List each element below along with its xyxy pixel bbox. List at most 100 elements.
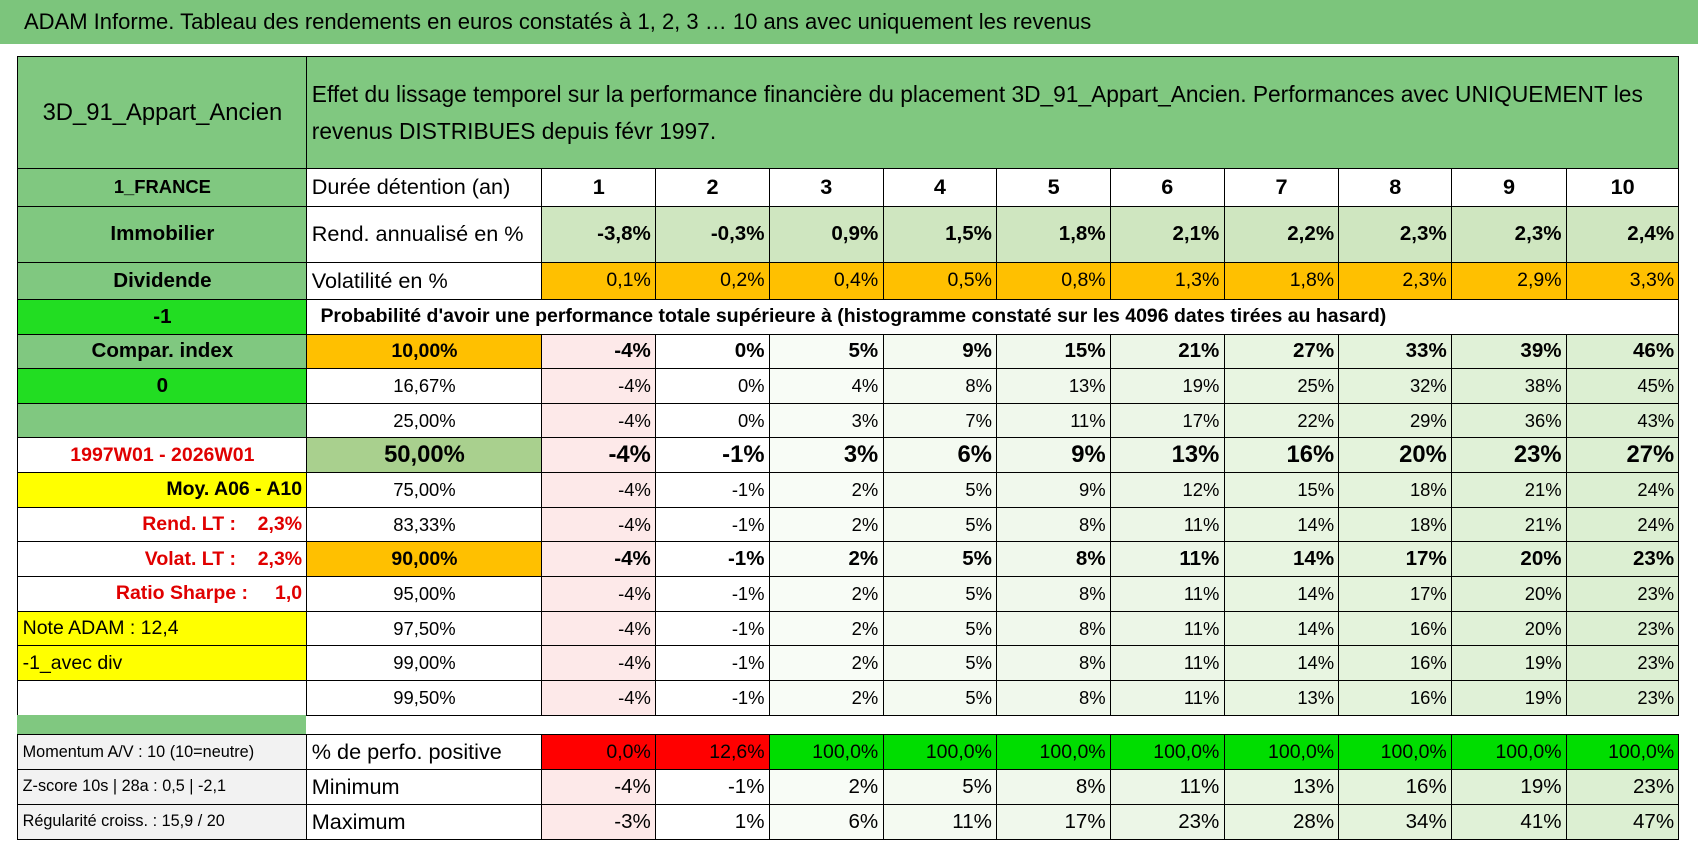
value-cell: 5%: [882, 541, 998, 578]
value-cell: 24%: [1565, 472, 1680, 508]
value-cell: -0,3%: [655, 205, 770, 264]
value-cell: -1%: [655, 472, 770, 508]
value-cell: 2,3%: [1451, 205, 1567, 264]
value-cell: 8%: [996, 576, 1111, 612]
value-cell: 23%: [1565, 768, 1680, 805]
value-cell: -4%: [541, 506, 657, 543]
value-cell: 8%: [996, 610, 1111, 647]
row-label: 50,00%: [306, 437, 543, 474]
value-cell: 11%: [882, 803, 998, 841]
value-cell: 2%: [768, 610, 884, 647]
value-cell: 5%: [882, 472, 998, 508]
value-cell: 0,1%: [541, 262, 657, 300]
value-cell: 100,0%: [1451, 734, 1567, 770]
value-cell: 5%: [882, 645, 998, 682]
side-cell: Ratio Sharpe : 1,0: [17, 576, 308, 612]
value-cell: 18%: [1338, 472, 1453, 508]
value-cell: 3,3%: [1565, 262, 1680, 300]
value-cell: 5: [996, 167, 1111, 207]
value-cell: 100,0%: [1565, 734, 1680, 770]
value-cell: 19%: [1451, 768, 1567, 805]
value-cell: 100,0%: [996, 734, 1111, 770]
value-cell: 0%: [655, 402, 770, 439]
value-cell: 11%: [1109, 680, 1225, 716]
side-cell: Dividende: [17, 262, 308, 300]
value-cell: 6%: [882, 437, 998, 474]
value-cell: -4%: [541, 437, 657, 474]
value-cell: 0,0%: [541, 734, 657, 770]
value-cell: 6: [1109, 167, 1225, 207]
value-cell: 1,5%: [882, 205, 998, 264]
value-cell: 3%: [768, 402, 884, 439]
value-cell: 0,2%: [655, 262, 770, 300]
value-cell: 9%: [996, 472, 1111, 508]
row-label: 95,00%: [306, 576, 543, 612]
value-cell: 8%: [996, 680, 1111, 716]
value-cell: 100,0%: [1338, 734, 1453, 770]
row-label: 16,67%: [306, 368, 543, 404]
side-cell: Volat. LT : 2,3%: [17, 541, 308, 578]
value-cell: 100,0%: [882, 734, 998, 770]
row-label: Rend. annualisé en %: [306, 205, 543, 264]
value-cell: 100,0%: [1223, 734, 1340, 770]
value-cell: 19%: [1451, 680, 1567, 716]
value-cell: 6%: [768, 803, 884, 841]
value-cell: 28%: [1223, 803, 1340, 841]
value-cell: 13%: [1109, 437, 1225, 474]
value-cell: 17%: [996, 803, 1111, 841]
value-cell: 1,8%: [996, 205, 1111, 264]
value-cell: 5%: [882, 768, 998, 805]
value-cell: 9%: [996, 437, 1111, 474]
value-cell: 2: [655, 167, 770, 207]
side-cell: Note ADAM : 12,4: [17, 610, 308, 647]
row-label: 10,00%: [306, 333, 543, 370]
value-cell: 1%: [655, 803, 770, 841]
value-cell: 47%: [1565, 803, 1680, 841]
value-cell: 21%: [1451, 506, 1567, 543]
value-cell: 100,0%: [768, 734, 884, 770]
row-label: 90,00%: [306, 541, 543, 578]
value-cell: 36%: [1451, 402, 1567, 439]
value-cell: 10: [1565, 167, 1680, 207]
side-cell: -1_avec div: [17, 645, 308, 682]
value-cell: 18%: [1338, 506, 1453, 543]
side-cell: Z-score 10s | 28a : 0,5 | -2,1: [17, 768, 308, 805]
value-cell: 8: [1338, 167, 1453, 207]
value-cell: -1%: [655, 576, 770, 612]
side-cell: 1_FRANCE: [17, 167, 308, 207]
value-cell: 41%: [1451, 803, 1567, 841]
side-cell: Momentum A/V : 10 (10=neutre): [17, 734, 308, 770]
row-label: 25,00%: [306, 402, 543, 439]
value-cell: 9%: [882, 333, 998, 370]
value-cell: 23%: [1451, 437, 1567, 474]
value-cell: 14%: [1223, 645, 1340, 682]
value-cell: 2,2%: [1223, 205, 1340, 264]
value-cell: 11%: [996, 402, 1111, 439]
value-cell: 23%: [1109, 803, 1225, 841]
value-cell: 32%: [1338, 368, 1453, 404]
row-label: 75,00%: [306, 472, 543, 508]
value-cell: 0%: [655, 333, 770, 370]
value-cell: 20%: [1451, 610, 1567, 647]
value-cell: -4%: [541, 610, 657, 647]
value-cell: 15%: [996, 333, 1111, 370]
description: Effet du lissage temporel sur la perform…: [306, 56, 1680, 169]
value-cell: 2%: [768, 645, 884, 682]
side-cell: Immobilier: [17, 205, 308, 264]
value-cell: -1%: [655, 506, 770, 543]
value-cell: 23%: [1565, 576, 1680, 612]
value-cell: 5%: [882, 506, 998, 543]
spacer: [17, 714, 307, 735]
side-cell: Moy. A06 - A10: [17, 472, 308, 508]
value-cell: -4%: [541, 472, 657, 508]
value-cell: 11%: [1109, 576, 1225, 612]
side-cell: 1997W01 - 2026W01: [17, 437, 308, 474]
value-cell: 19%: [1109, 368, 1225, 404]
section-header: Probabilité d'avoir une performance tota…: [306, 298, 1680, 335]
value-cell: -4%: [541, 333, 657, 370]
side-cell: -1: [17, 298, 308, 335]
value-cell: 1: [541, 167, 657, 207]
value-cell: 11%: [1109, 541, 1225, 578]
value-cell: 11%: [1109, 768, 1225, 805]
side-cell: 0: [17, 368, 308, 404]
